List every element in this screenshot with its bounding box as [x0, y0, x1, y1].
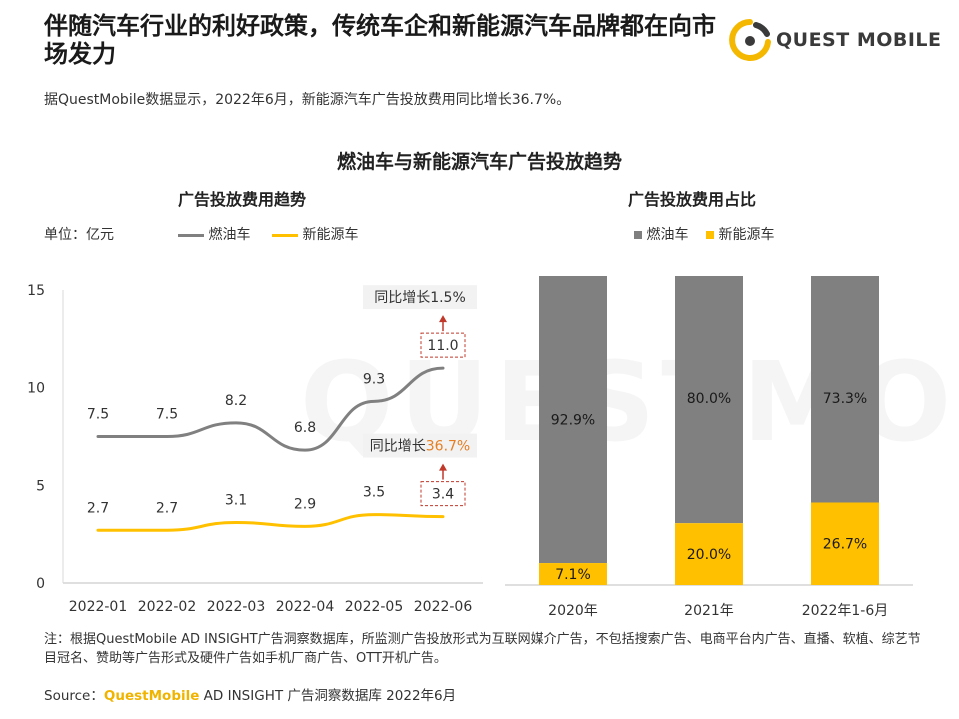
legend-label: 新能源车 [302, 227, 359, 243]
questmobile-logo-icon [729, 19, 771, 61]
y-tick-label: 0 [36, 576, 45, 592]
data-label: 9.3 [363, 371, 385, 387]
chart-heading: 燃油车与新能源汽车广告投放趋势 [336, 151, 622, 173]
bar-label-fuel: 73.3% [823, 391, 867, 407]
x-tick-label: 2022-03 [207, 599, 266, 615]
line-series-fuel [96, 366, 445, 452]
bar-segment-ev [539, 563, 607, 585]
legend-label: 新能源车 [718, 227, 775, 243]
growth-annotation-text: 同比增长36.7% [370, 439, 470, 455]
legend-line-swatch-yellow [272, 233, 298, 237]
bar-label-fuel: 92.9% [551, 413, 595, 429]
questmobile-logo: QUEST MOBILE [726, 12, 941, 64]
source-brand: QuestMobile [103, 688, 200, 704]
legend-line-swatch-gray [178, 233, 204, 237]
legend-label: 燃油车 [208, 227, 251, 243]
bar-category-label: 2020年 [548, 603, 598, 619]
line-legend-ev: 新能源车 [272, 224, 358, 244]
stacked-bar-chart: 92.9% 7.1% 2020年 80.0% 20.0% 2021年 73.3% 26.7% 2… [505, 276, 913, 619]
data-label: 2.7 [87, 500, 109, 516]
y-tick-label: 15 [27, 283, 45, 299]
highlight-box [420, 481, 466, 507]
growth-prefix: 同比增长 [374, 290, 430, 306]
x-tick-label: 2022-05 [345, 599, 404, 615]
unit-label: 单位：亿元 [44, 227, 114, 243]
bar-segment-ev [811, 502, 879, 585]
growth-arrowhead [439, 315, 447, 323]
data-label: 3.4 [432, 487, 454, 503]
y-tick-label: 5 [36, 478, 45, 494]
source-rest: AD INSIGHT 广告洞察数据库 2022年6月 [199, 688, 457, 704]
data-label: 6.8 [294, 420, 316, 436]
bar-segment-fuel [539, 276, 607, 564]
legend-square-yellow [706, 231, 714, 239]
y-tick-label: 10 [27, 381, 45, 397]
legend-square-gray [634, 231, 642, 239]
bar-label-ev: 26.7% [823, 537, 867, 553]
growth-annotation-box [363, 433, 477, 458]
data-label: 3.5 [363, 485, 385, 501]
legend-label: 燃油车 [646, 227, 689, 243]
page-headline: 伴随汽车行业的利好政策，传统车企和新能源汽车品牌都在向市场发力 [44, 12, 716, 68]
growth-arrowhead [439, 463, 447, 471]
growth-annotation-text: 同比增长1.5% [374, 290, 466, 306]
bar-legend-fuel: 燃油车 [634, 224, 688, 244]
data-label: 2.9 [294, 496, 316, 512]
subtitle: 据QuestMobile数据显示，2022年6月，新能源汽车广告投放费用同比增长… [44, 92, 571, 108]
x-tick-label: 2022-06 [414, 599, 473, 615]
line-chart-title: 广告投放费用趋势 [178, 190, 307, 209]
bar-label-fuel: 80.0% [687, 391, 731, 407]
bar-segment-fuel [811, 276, 879, 503]
footnote: 注：根据QuestMobile AD INSIGHT广告洞察数据库，所监测广告投… [44, 632, 921, 666]
x-tick-label: 2022-02 [138, 599, 197, 615]
line-legend-fuel: 燃油车 [178, 224, 250, 244]
bar-label-ev: 7.1% [555, 567, 591, 583]
highlight-box [420, 332, 466, 358]
line-series-ev [96, 513, 445, 532]
data-label: 7.5 [156, 407, 178, 423]
bar-category-label: 2022年1-6月 [802, 603, 889, 619]
source-prefix: Source： [44, 688, 104, 704]
data-label: 11.0 [427, 338, 458, 354]
bar-segment-ev [675, 523, 743, 585]
growth-value: 1.5% [430, 290, 466, 306]
line-chart: 0 5 10 15 2022-01 2022-02 2022-03 2022-04 2022-0… [27, 283, 483, 615]
x-tick-label: 2022-01 [69, 599, 128, 615]
data-label: 2.7 [156, 500, 178, 516]
bar-segment-fuel [675, 276, 743, 524]
growth-value: 36.7% [426, 439, 470, 455]
logo-text: QUEST MOBILE [776, 29, 942, 51]
bar-label-ev: 20.0% [687, 547, 731, 563]
data-label: 8.2 [225, 393, 247, 409]
bar-category-label: 2021年 [684, 603, 734, 619]
source-line: Source：QuestMobile AD INSIGHT 广告洞察数据库 20… [44, 684, 456, 704]
growth-prefix: 同比增长 [370, 439, 426, 455]
growth-annotation-box [363, 285, 477, 310]
bar-chart-title: 广告投放费用占比 [628, 190, 757, 209]
x-tick-label: 2022-04 [276, 599, 335, 615]
data-label: 3.1 [225, 492, 247, 508]
data-label: 7.5 [87, 407, 109, 423]
bar-legend-ev: 新能源车 [706, 224, 774, 244]
